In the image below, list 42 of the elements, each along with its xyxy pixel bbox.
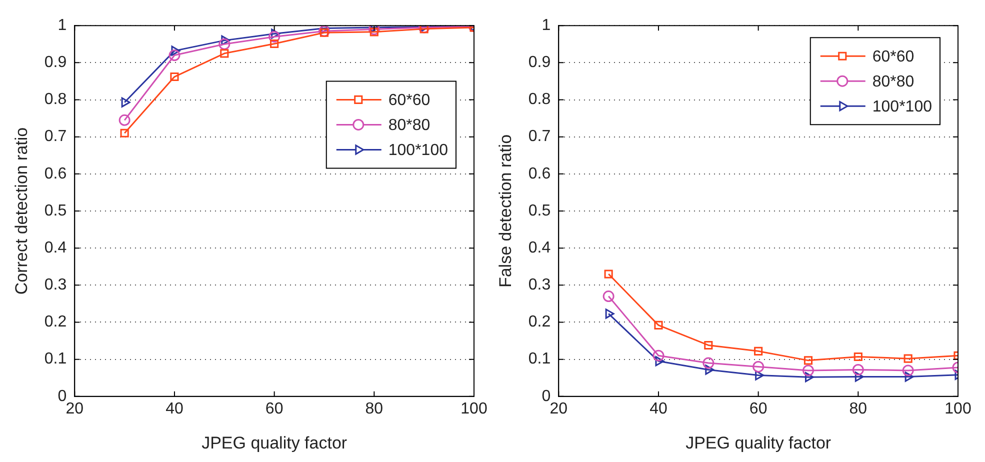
- x-axis-title: JPEG quality factor: [686, 433, 832, 452]
- x-tick-label: 20: [66, 400, 84, 418]
- y-tick-label: 0.5: [528, 202, 551, 220]
- x-tick-label: 40: [166, 400, 184, 418]
- y-tick-label: 0.9: [528, 54, 551, 72]
- y-tick-label: 0.1: [528, 350, 551, 368]
- y-tick-label: 0.4: [528, 239, 551, 256]
- y-tick-label: 0.6: [528, 165, 551, 182]
- y-tick-label: 1: [58, 17, 67, 34]
- y-tick-label: 0.9: [44, 54, 67, 72]
- y-tick-label: 0.8: [44, 91, 67, 108]
- y-tick-label: 1: [542, 17, 551, 34]
- legend-label: 100*100: [388, 142, 448, 160]
- legend-label: 60*60: [872, 48, 914, 66]
- y-tick-label: 0: [58, 388, 67, 405]
- legend-label: 60*60: [388, 92, 430, 110]
- x-tick-label: 80: [849, 400, 868, 418]
- x-tick-label: 100: [944, 400, 972, 418]
- legend-label: 80*80: [872, 74, 914, 91]
- y-tick-label: 0.6: [44, 165, 67, 182]
- x-tick-label: 60: [749, 400, 768, 418]
- x-tick-label: 80: [365, 400, 384, 418]
- y-tick-label: 0.8: [528, 91, 551, 108]
- y-axis-title: Correct detection ratio: [12, 127, 31, 295]
- y-tick-label: 0.2: [44, 314, 67, 331]
- y-tick-label: 0.1: [44, 350, 67, 368]
- x-tick-label: 60: [265, 400, 284, 418]
- y-tick-label: 0.7: [528, 128, 551, 146]
- y-tick-label: 0.7: [44, 128, 67, 146]
- y-tick-label: 0.5: [44, 202, 67, 220]
- x-tick-label: 40: [650, 400, 668, 418]
- x-tick-label: 100: [460, 400, 488, 418]
- y-tick-label: 0.4: [44, 239, 67, 256]
- y-tick-label: 0.3: [528, 276, 551, 294]
- y-axis-title: False detection ratio: [496, 134, 515, 288]
- y-tick-label: 0.3: [44, 276, 67, 294]
- y-tick-label: 0.2: [528, 314, 551, 331]
- y-tick-label: 0: [542, 388, 551, 405]
- x-tick-label: 20: [550, 400, 568, 418]
- x-axis-title: JPEG quality factor: [202, 433, 348, 452]
- legend-label: 80*80: [388, 117, 430, 134]
- legend-label: 100*100: [872, 98, 932, 116]
